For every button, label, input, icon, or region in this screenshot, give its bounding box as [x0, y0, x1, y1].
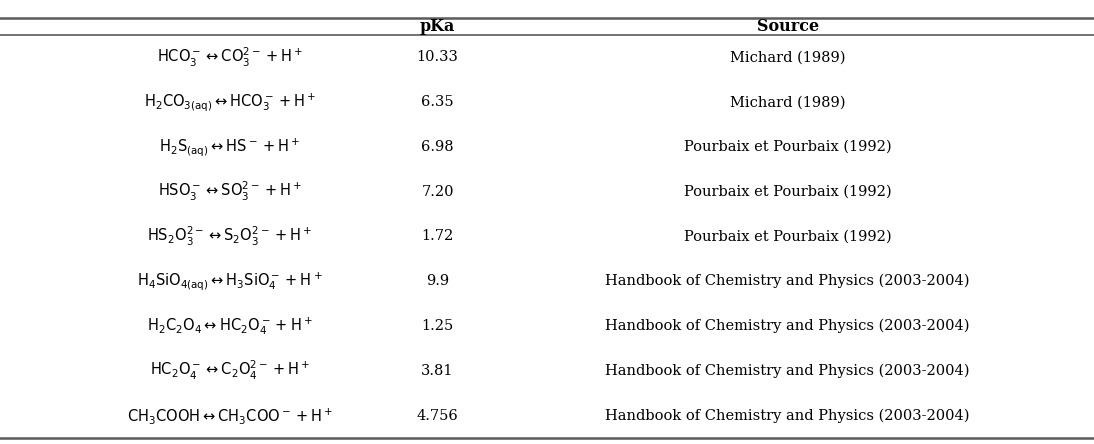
Text: Michard (1989): Michard (1989): [730, 95, 846, 109]
Text: Pourbaix et Pourbaix (1992): Pourbaix et Pourbaix (1992): [684, 140, 892, 154]
Text: $\mathrm{HSO_3^- \leftrightarrow SO_3^{2-} + H^+}$: $\mathrm{HSO_3^- \leftrightarrow SO_3^{2…: [158, 180, 302, 203]
Text: Pourbaix et Pourbaix (1992): Pourbaix et Pourbaix (1992): [684, 185, 892, 199]
Text: $\mathrm{H_2CO_{3(aq)} \leftrightarrow HCO_3^- + H^+}$: $\mathrm{H_2CO_{3(aq)} \leftrightarrow H…: [143, 91, 316, 113]
Text: Michard (1989): Michard (1989): [730, 50, 846, 64]
Text: 6.98: 6.98: [421, 140, 454, 154]
Text: Pourbaix et Pourbaix (1992): Pourbaix et Pourbaix (1992): [684, 230, 892, 243]
Text: $\mathrm{HCO_3^- \leftrightarrow CO_3^{2-} + H^+}$: $\mathrm{HCO_3^- \leftrightarrow CO_3^{2…: [156, 46, 303, 69]
Text: pKa: pKa: [420, 18, 455, 35]
Text: Handbook of Chemistry and Physics (2003-2004): Handbook of Chemistry and Physics (2003-…: [605, 274, 970, 289]
Text: 4.756: 4.756: [417, 408, 458, 423]
Text: $\mathrm{HC_2O_4^- \leftrightarrow C_2O_4^{2-} + H^+}$: $\mathrm{HC_2O_4^- \leftrightarrow C_2O_…: [150, 359, 310, 382]
Text: 10.33: 10.33: [417, 50, 458, 64]
Text: 9.9: 9.9: [426, 274, 450, 288]
Text: $\mathrm{H_2S_{(aq)} \leftrightarrow HS^- + H^+}$: $\mathrm{H_2S_{(aq)} \leftrightarrow HS^…: [160, 136, 300, 158]
Text: 1.25: 1.25: [421, 319, 454, 333]
Text: $\mathrm{HS_2O_3^{2-} \leftrightarrow S_2O_3^{2-} + H^+}$: $\mathrm{HS_2O_3^{2-} \leftrightarrow S_…: [148, 225, 312, 248]
Text: 6.35: 6.35: [421, 95, 454, 109]
Text: 7.20: 7.20: [421, 185, 454, 199]
Text: Handbook of Chemistry and Physics (2003-2004): Handbook of Chemistry and Physics (2003-…: [605, 319, 970, 333]
Text: $\mathrm{H_2C_2O_4 \leftrightarrow HC_2O_4^- + H^+}$: $\mathrm{H_2C_2O_4 \leftrightarrow HC_2O…: [147, 315, 313, 337]
Text: Handbook of Chemistry and Physics (2003-2004): Handbook of Chemistry and Physics (2003-…: [605, 364, 970, 378]
Text: $\mathrm{CH_3COOH \leftrightarrow CH_3COO^- + H^+}$: $\mathrm{CH_3COOH \leftrightarrow CH_3CO…: [127, 406, 333, 426]
Text: 1.72: 1.72: [421, 230, 454, 243]
Text: Source: Source: [757, 18, 818, 35]
Text: 3.81: 3.81: [421, 364, 454, 378]
Text: Handbook of Chemistry and Physics (2003-2004): Handbook of Chemistry and Physics (2003-…: [605, 408, 970, 423]
Text: $\mathrm{H_4SiO_{4(aq)} \leftrightarrow H_3SiO_4^- + H^+}$: $\mathrm{H_4SiO_{4(aq)} \leftrightarrow …: [137, 270, 323, 292]
